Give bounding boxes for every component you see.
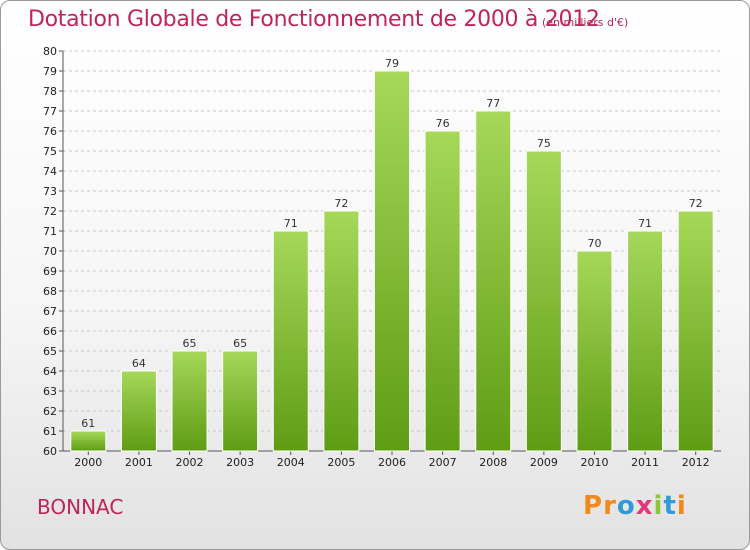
value-label: 65 xyxy=(233,337,247,350)
bar xyxy=(120,370,157,452)
value-label: 64 xyxy=(132,357,146,370)
chart-subtitle: (en milliers d'€) xyxy=(542,16,629,29)
y-tick-label: 72 xyxy=(43,205,57,218)
y-tick-label: 79 xyxy=(43,65,57,78)
logo-letter: t xyxy=(663,491,677,521)
x-tick-label: 2009 xyxy=(530,456,558,469)
axes: 60 61 62 63 64 65 66 67 68 69 70 71 72 73 74 75 76 77 78 79… xyxy=(43,45,721,469)
logo-letter: i xyxy=(653,491,664,521)
x-tick-label: 2007 xyxy=(429,456,457,469)
value-label: 71 xyxy=(638,217,652,230)
y-tick-label: 70 xyxy=(43,245,57,258)
bar xyxy=(222,350,259,452)
value-label: 72 xyxy=(334,197,348,210)
commune-name: BONNAC xyxy=(37,495,124,519)
y-tick-label: 76 xyxy=(43,125,57,138)
logo-letter: x xyxy=(635,491,654,521)
x-tick-label: 2000 xyxy=(74,456,102,469)
bar xyxy=(374,70,410,452)
x-tick-label: 2001 xyxy=(125,456,153,469)
x-tick-label: 2004 xyxy=(277,456,305,469)
value-label: 79 xyxy=(385,57,399,70)
x-tick-label: 2008 xyxy=(479,456,507,469)
bar xyxy=(70,430,107,452)
y-tick-label: 60 xyxy=(43,445,57,458)
value-label: 76 xyxy=(436,117,450,130)
logo-letter: P xyxy=(583,491,604,521)
y-tick-label: 71 xyxy=(43,225,57,238)
y-tick-label: 75 xyxy=(43,145,57,158)
y-tick-label: 78 xyxy=(43,85,57,98)
proxiti-logo: Proxiti xyxy=(583,491,687,521)
value-label: 75 xyxy=(537,137,551,150)
y-tick-label: 63 xyxy=(43,385,57,398)
value-label: 61 xyxy=(81,417,95,430)
x-tick-label: 2012 xyxy=(682,456,710,469)
bar xyxy=(576,250,613,452)
value-label: 71 xyxy=(284,217,298,230)
value-label: 65 xyxy=(183,337,197,350)
bar xyxy=(323,210,360,452)
logo-letter: r xyxy=(603,491,617,521)
y-tick-label: 65 xyxy=(43,345,57,358)
bar xyxy=(525,150,562,452)
y-tick-label: 69 xyxy=(43,265,57,278)
bar xyxy=(627,230,664,452)
bar xyxy=(171,350,208,452)
y-tick-label: 64 xyxy=(43,365,57,378)
y-tick-label: 61 xyxy=(43,425,57,438)
bar xyxy=(677,210,714,452)
x-tick-label: 2011 xyxy=(631,456,659,469)
y-tick-label: 62 xyxy=(43,405,57,418)
logo-letter: o xyxy=(616,491,636,521)
y-tick-label: 77 xyxy=(43,105,57,118)
x-tick-label: 2006 xyxy=(378,456,406,469)
value-labels: 61 64 65 65 71 72 79 76 77 75 70 71 72 xyxy=(81,57,702,430)
y-tick-label: 68 xyxy=(43,285,57,298)
bar xyxy=(424,130,461,452)
value-label: 70 xyxy=(587,237,601,250)
value-label: 77 xyxy=(486,97,500,110)
bar xyxy=(272,230,309,452)
y-tick-label: 67 xyxy=(43,305,57,318)
y-tick-label: 66 xyxy=(43,325,57,338)
logo-letter: i xyxy=(676,491,687,521)
x-tick-label: 2003 xyxy=(226,456,254,469)
x-tick-label: 2010 xyxy=(580,456,608,469)
x-tick-label: 2002 xyxy=(176,456,204,469)
bars xyxy=(70,70,714,452)
y-tick-label: 73 xyxy=(43,185,57,198)
chart-title: Dotation Globale de Fonctionnement de 20… xyxy=(28,7,600,32)
value-label: 72 xyxy=(689,197,703,210)
y-tick-label: 80 xyxy=(43,45,57,58)
bar xyxy=(475,110,512,452)
y-tick-label: 74 xyxy=(43,165,57,178)
x-tick-label: 2005 xyxy=(327,456,355,469)
